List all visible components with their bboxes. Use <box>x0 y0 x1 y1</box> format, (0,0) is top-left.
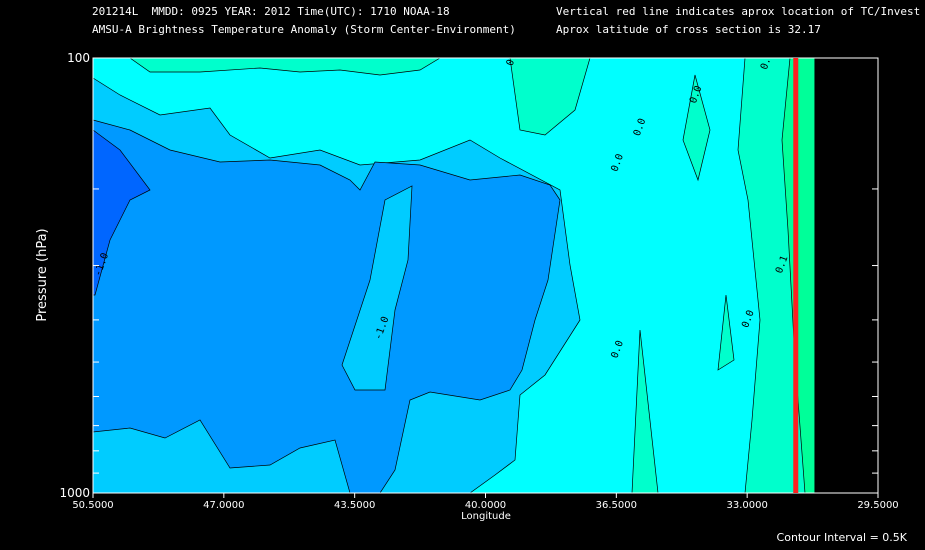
band-negative-1-0 <box>92 119 561 494</box>
y-tick-label: 100 <box>67 51 90 65</box>
y-tick-label: 1000 <box>59 486 90 500</box>
header-line-4: Aprox latitude of cross section is 32.17 <box>556 23 821 36</box>
x-tick-label: 40.0000 <box>465 500 506 511</box>
no-data-region <box>814 58 878 493</box>
band-positive-0-5-top-left <box>128 57 442 76</box>
header-line-2: AMSU-A Brightness Temperature Anomaly (S… <box>92 23 516 36</box>
x-tick-label: 47.0000 <box>203 500 244 511</box>
y-axis-label: Pressure (hPa) <box>35 228 50 321</box>
x-tick-label: 36.5000 <box>596 500 637 511</box>
header-line-1: 201214L MMDD: 0925 YEAR: 2012 Time(UTC):… <box>92 5 450 18</box>
band-anomaly-island <box>341 185 413 391</box>
band-positive-0-5-small <box>717 294 735 371</box>
contour-interval-note: Contour Interval = 0.5K <box>776 531 907 544</box>
x-tick-label: 33.0000 <box>726 500 767 511</box>
x-tick-label: 29.5000 <box>857 500 898 511</box>
x-tick-label: 50.5000 <box>72 500 113 511</box>
x-axis-label: Longitude <box>461 511 511 522</box>
band-positive-0-5-left-col2 <box>682 74 711 182</box>
header-line-3: Vertical red line indicates aprox locati… <box>556 5 921 18</box>
x-tick-label: 43.5000 <box>334 500 375 511</box>
